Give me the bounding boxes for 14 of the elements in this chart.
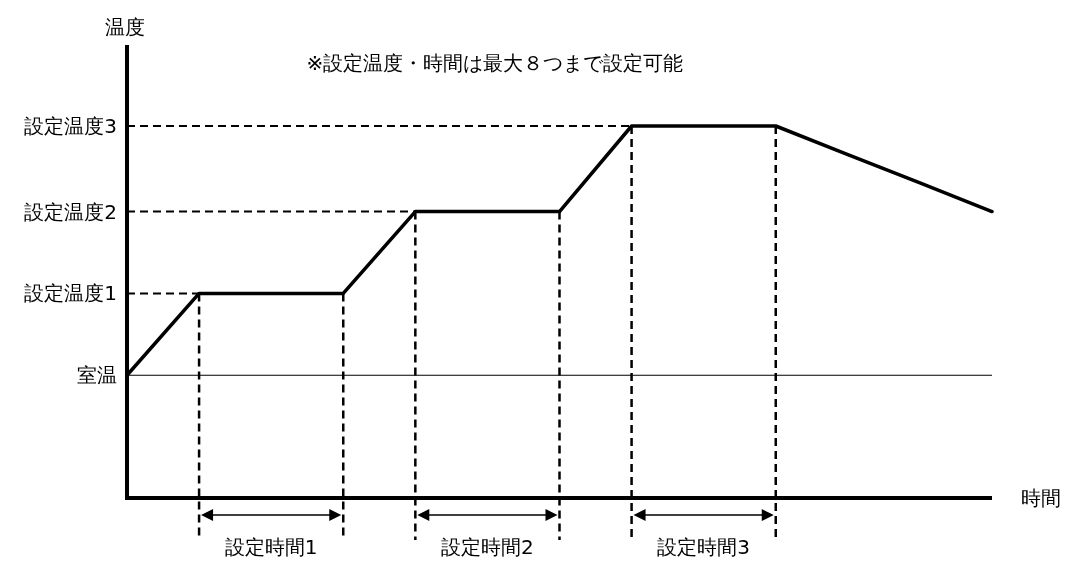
ref-line-label: 室温: [77, 363, 117, 388]
ref-line: 室温: [77, 363, 993, 388]
ref-line-label: 設定温度1: [24, 281, 117, 306]
text: 設定時間2: [441, 535, 534, 559]
ref-line-label: 設定温度2: [24, 199, 117, 224]
ref-line: 設定温度1: [24, 281, 201, 306]
text: ※設定温度・時間は最大８つまで設定可能: [306, 51, 684, 75]
ref-line-label: 設定温度3: [24, 114, 117, 138]
ref-line: 設定温度2: [24, 199, 417, 224]
ref-line: 設定温度3: [24, 114, 633, 138]
x-axis-title: 時間: [1021, 486, 1061, 510]
text: 設定時間3: [657, 535, 751, 559]
text: 設定時間1: [224, 535, 318, 559]
y-axis-title: 温度: [105, 15, 145, 39]
